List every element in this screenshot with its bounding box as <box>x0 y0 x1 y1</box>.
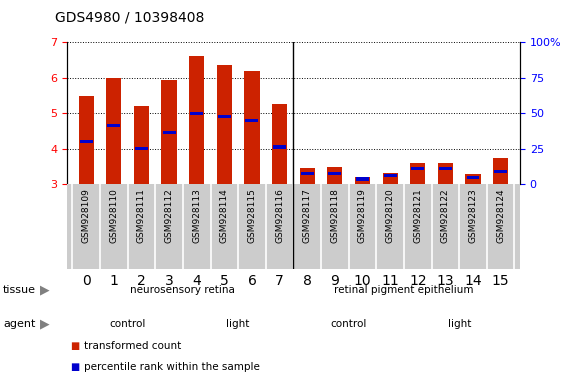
Bar <box>162 79 177 184</box>
Text: tissue: tissue <box>3 285 36 295</box>
Bar <box>190 112 203 115</box>
Bar <box>163 131 175 134</box>
Bar <box>107 124 120 127</box>
Text: transformed count: transformed count <box>84 341 181 351</box>
Bar <box>80 140 92 143</box>
Text: ■: ■ <box>70 362 79 372</box>
Bar <box>356 177 369 180</box>
Text: ■: ■ <box>70 341 79 351</box>
Bar <box>327 167 342 184</box>
Bar <box>218 115 231 118</box>
Text: light: light <box>227 319 250 329</box>
Bar <box>439 167 452 170</box>
Text: light: light <box>447 319 471 329</box>
Bar <box>355 177 370 184</box>
Text: GSM928109: GSM928109 <box>82 189 91 243</box>
Text: GSM928117: GSM928117 <box>303 189 312 243</box>
Bar <box>410 163 425 184</box>
Text: ▶: ▶ <box>40 318 49 331</box>
Bar <box>246 119 259 122</box>
Bar <box>493 158 508 184</box>
Text: GSM928122: GSM928122 <box>441 189 450 243</box>
Text: GDS4980 / 10398408: GDS4980 / 10398408 <box>55 11 205 25</box>
Bar <box>465 174 480 184</box>
Bar <box>106 78 121 184</box>
Bar <box>134 106 149 184</box>
Text: agent: agent <box>3 319 35 329</box>
Text: GSM928124: GSM928124 <box>496 189 505 243</box>
Text: GSM928115: GSM928115 <box>248 189 256 243</box>
Text: GSM928118: GSM928118 <box>331 189 339 243</box>
Bar <box>217 65 232 184</box>
Bar <box>467 175 479 179</box>
Text: neurosensory retina: neurosensory retina <box>131 285 235 295</box>
Bar <box>301 172 314 175</box>
Bar <box>382 173 398 184</box>
Text: GSM928112: GSM928112 <box>164 189 174 243</box>
Text: GSM928114: GSM928114 <box>220 189 229 243</box>
Text: GSM928119: GSM928119 <box>358 189 367 243</box>
Bar <box>300 168 315 184</box>
Text: ▶: ▶ <box>40 283 49 296</box>
Bar <box>411 167 424 170</box>
Text: GSM928110: GSM928110 <box>109 189 119 243</box>
Text: control: control <box>109 319 146 329</box>
Bar <box>78 96 94 184</box>
Bar <box>273 146 286 149</box>
Text: control: control <box>331 319 367 329</box>
Text: GSM928113: GSM928113 <box>192 189 201 243</box>
Bar <box>438 163 453 184</box>
Text: GSM928111: GSM928111 <box>137 189 146 243</box>
Bar <box>494 170 507 174</box>
Text: GSM928116: GSM928116 <box>275 189 284 243</box>
Bar <box>189 56 205 184</box>
Bar <box>135 147 148 151</box>
Bar <box>272 104 287 184</box>
Text: percentile rank within the sample: percentile rank within the sample <box>84 362 260 372</box>
Text: GSM928121: GSM928121 <box>413 189 422 243</box>
Text: GSM928120: GSM928120 <box>386 189 394 243</box>
Bar <box>328 172 341 175</box>
Bar <box>383 174 397 177</box>
Text: retinal pigment epithelium: retinal pigment epithelium <box>334 285 474 295</box>
Bar <box>245 71 260 184</box>
Text: GSM928123: GSM928123 <box>468 189 478 243</box>
